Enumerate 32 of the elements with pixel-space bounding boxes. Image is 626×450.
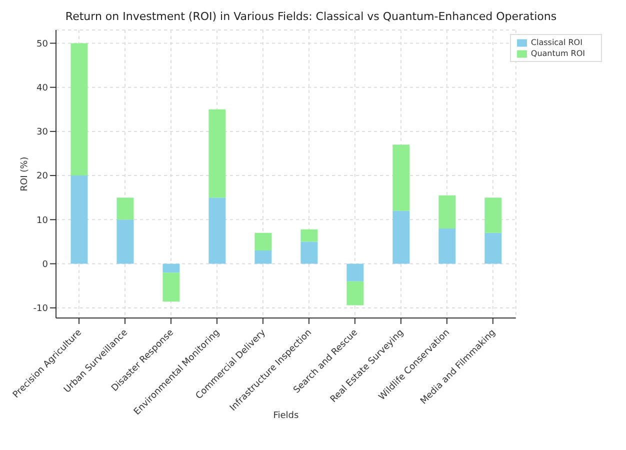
bar bbox=[438, 195, 456, 228]
bar bbox=[346, 264, 364, 282]
bar bbox=[254, 232, 272, 251]
legend-label: Classical ROI bbox=[530, 38, 582, 47]
bar bbox=[300, 242, 318, 264]
bar bbox=[392, 144, 410, 211]
bar bbox=[438, 228, 456, 264]
bar bbox=[484, 232, 502, 264]
bar bbox=[392, 210, 410, 264]
y-tick-label: 20 bbox=[36, 172, 48, 182]
bar bbox=[300, 229, 318, 242]
bar bbox=[70, 176, 88, 264]
y-tick-label: 10 bbox=[36, 216, 48, 226]
bar bbox=[346, 281, 364, 306]
chart-title: Return on Investment (ROI) in Various Fields: Classical vs Quantum-Enhanced Operations bbox=[64, 10, 558, 23]
y-tick-label: 40 bbox=[36, 84, 48, 94]
y-tick-label: 50 bbox=[36, 39, 48, 50]
bar bbox=[116, 198, 134, 220]
bar bbox=[208, 198, 226, 264]
bar bbox=[162, 272, 180, 302]
bar bbox=[208, 109, 226, 198]
bar bbox=[254, 250, 272, 264]
bar bbox=[162, 264, 180, 273]
bar bbox=[116, 220, 134, 264]
legend-label: Quantum ROI bbox=[530, 49, 585, 58]
bar bbox=[484, 198, 502, 233]
y-tick-label: -10 bbox=[33, 304, 48, 314]
y-axis-title: ROI (%) bbox=[20, 156, 30, 192]
bar bbox=[70, 43, 88, 176]
y-tick-label: 30 bbox=[36, 128, 48, 138]
x-axis-title: Fields bbox=[273, 411, 299, 421]
y-tick-label: 0 bbox=[42, 260, 48, 270]
